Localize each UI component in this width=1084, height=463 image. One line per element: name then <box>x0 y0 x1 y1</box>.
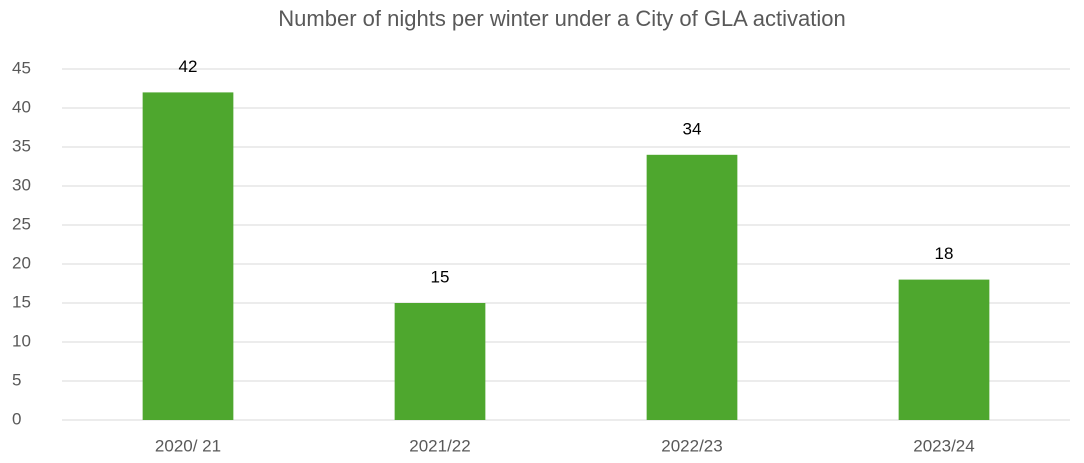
x-tick-label: 2023/24 <box>913 436 974 455</box>
y-tick-label: 35 <box>12 136 31 155</box>
bar <box>394 303 486 420</box>
data-label: 18 <box>935 244 954 263</box>
y-tick-label: 40 <box>12 97 31 116</box>
chart-title: Number of nights per winter under a City… <box>278 6 845 31</box>
bar <box>898 279 990 420</box>
x-tick-label: 2021/22 <box>409 436 470 455</box>
y-tick-label: 30 <box>12 175 31 194</box>
bar <box>142 92 234 421</box>
y-tick-label: 10 <box>12 331 31 350</box>
y-tick-label: 20 <box>12 253 31 272</box>
data-label: 42 <box>179 57 198 76</box>
bar <box>646 154 738 421</box>
y-tick-label: 15 <box>12 292 31 311</box>
y-tick-label: 25 <box>12 214 31 233</box>
data-label: 15 <box>431 267 450 286</box>
y-tick-label: 45 <box>12 58 31 77</box>
data-label: 34 <box>683 119 702 138</box>
y-tick-label: 0 <box>12 409 21 428</box>
x-tick-label: 2022/23 <box>661 436 722 455</box>
x-tick-label: 2020/ 21 <box>155 436 221 455</box>
y-tick-label: 5 <box>12 370 21 389</box>
